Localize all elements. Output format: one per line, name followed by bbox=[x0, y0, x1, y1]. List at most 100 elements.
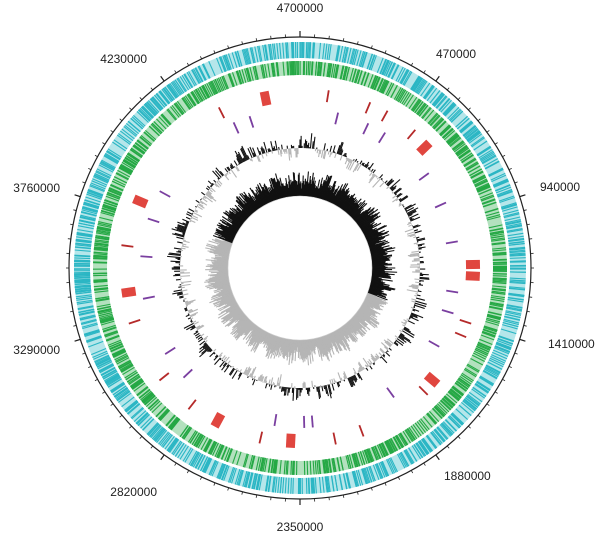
cds-reverse-tick bbox=[374, 445, 382, 459]
cds-forward-tick bbox=[463, 399, 477, 411]
gc-skew-bar bbox=[368, 242, 384, 249]
gc-skew-bar bbox=[288, 181, 292, 197]
gc-content-bar bbox=[243, 157, 247, 162]
cds-forward-tick bbox=[496, 189, 513, 196]
cds-reverse-tick bbox=[196, 434, 205, 448]
gc-content-bar bbox=[292, 387, 295, 401]
gc-content-bar bbox=[227, 360, 231, 365]
cds-reverse-tick bbox=[473, 352, 487, 360]
cds-forward-tick bbox=[143, 103, 156, 117]
gc-skew-bar bbox=[225, 309, 242, 322]
gc-skew-bar bbox=[369, 286, 383, 291]
cds-forward-tick bbox=[74, 246, 91, 249]
cds-forward-tick bbox=[197, 455, 206, 470]
cds-forward-tick bbox=[497, 337, 514, 345]
gc-skew-bar bbox=[321, 175, 330, 200]
cds-reverse-tick bbox=[421, 107, 432, 120]
cds-reverse-tick bbox=[136, 386, 149, 397]
cds-forward-tick bbox=[455, 408, 469, 420]
cds-reverse-tick bbox=[489, 231, 504, 236]
gc-skew-bar bbox=[244, 323, 255, 335]
gc-content-bar bbox=[358, 369, 361, 373]
gc-skew-bar bbox=[230, 317, 249, 335]
cds-forward-tick bbox=[482, 370, 498, 380]
scale-minor-tick bbox=[82, 352, 86, 355]
gc-skew-bar bbox=[222, 286, 231, 291]
gc-skew-bar bbox=[256, 330, 265, 343]
gc-content-bar bbox=[362, 162, 365, 166]
cds-forward-tick bbox=[318, 477, 322, 494]
cds-forward-tick bbox=[502, 324, 518, 330]
gc-content-bar bbox=[173, 289, 183, 292]
gc-content-bar bbox=[408, 221, 412, 224]
gc-skew-bar bbox=[344, 197, 357, 212]
gc-content-bar bbox=[402, 324, 406, 327]
gc-content-bar bbox=[229, 164, 234, 169]
gc-skew-bar bbox=[316, 337, 323, 357]
cds-reverse-tick bbox=[104, 330, 118, 336]
cds-forward-tick bbox=[506, 306, 523, 311]
cds-forward-tick bbox=[467, 132, 482, 143]
gc-content-bar bbox=[411, 312, 424, 319]
cds-reverse-tick bbox=[400, 432, 409, 446]
gc-content-bar bbox=[407, 233, 416, 237]
gc-skew-bar bbox=[340, 326, 350, 339]
gc-skew-bar bbox=[367, 292, 388, 301]
gc-content-bar bbox=[397, 336, 407, 343]
gc-skew-bar bbox=[221, 216, 241, 229]
gc-content-bar bbox=[327, 384, 332, 399]
gc-content-bar bbox=[330, 152, 333, 155]
cds-forward-tick bbox=[152, 427, 165, 441]
gc-skew-bar bbox=[219, 301, 237, 312]
gc-skew-bar bbox=[230, 302, 238, 307]
cds-reverse-tick bbox=[396, 88, 405, 102]
cds-forward-tick bbox=[505, 311, 522, 316]
cds-forward-tick bbox=[352, 471, 358, 487]
gc-content-bar bbox=[209, 349, 213, 353]
cds-reverse-tick bbox=[324, 459, 328, 474]
cds-forward-tick bbox=[397, 67, 406, 83]
cds-reverse-tick bbox=[414, 101, 424, 114]
gc-skew-bar bbox=[285, 177, 290, 197]
rna-feature-mark bbox=[454, 331, 467, 338]
cds-reverse-tick bbox=[463, 158, 477, 168]
gc-skew-bar bbox=[212, 289, 232, 297]
gc-content-bar bbox=[263, 376, 267, 383]
gc-content-bar bbox=[307, 387, 310, 396]
gc-skew-bar bbox=[233, 315, 247, 329]
cds-reverse-track bbox=[92, 60, 508, 475]
cds-reverse-tick bbox=[380, 442, 388, 457]
cds-forward-tick bbox=[413, 443, 424, 459]
cds-reverse-tick bbox=[133, 144, 146, 154]
gc-content-bar bbox=[407, 320, 415, 325]
cds-forward-tick bbox=[79, 215, 96, 221]
cds-reverse-tick bbox=[408, 426, 418, 440]
gc-skew-bar bbox=[323, 187, 330, 201]
gc-skew-bar bbox=[311, 180, 316, 198]
cds-forward-tick bbox=[291, 42, 293, 59]
gc-content-bar bbox=[198, 344, 209, 354]
cds-forward-tick bbox=[491, 174, 507, 183]
cds-reverse-tick bbox=[310, 61, 313, 76]
gc-skew-bar bbox=[358, 213, 377, 227]
gc-skew-bar bbox=[214, 254, 229, 258]
gc-content-bar bbox=[271, 151, 274, 154]
cds-reverse-tick bbox=[367, 448, 374, 462]
gc-skew-bar bbox=[210, 271, 229, 274]
gc-content-bar bbox=[173, 247, 182, 250]
cds-forward-tick bbox=[492, 178, 508, 186]
cds-reverse-tick bbox=[119, 362, 133, 371]
gc-content-bar bbox=[187, 317, 192, 320]
cds-reverse-tick bbox=[455, 380, 468, 390]
cds-forward-tick bbox=[313, 42, 316, 59]
cds-forward-tick bbox=[74, 280, 91, 283]
cds-reverse-tick bbox=[159, 409, 170, 421]
gc-content-bar bbox=[370, 353, 377, 361]
cds-reverse-tick bbox=[378, 79, 386, 93]
cds-reverse-tick bbox=[252, 66, 257, 81]
gc-skew-bar bbox=[267, 334, 275, 351]
gc-skew-bar bbox=[368, 289, 387, 296]
gc-skew-bar bbox=[272, 178, 280, 200]
cds-reverse-tick bbox=[118, 166, 132, 175]
cds-reverse-tick bbox=[373, 76, 381, 91]
